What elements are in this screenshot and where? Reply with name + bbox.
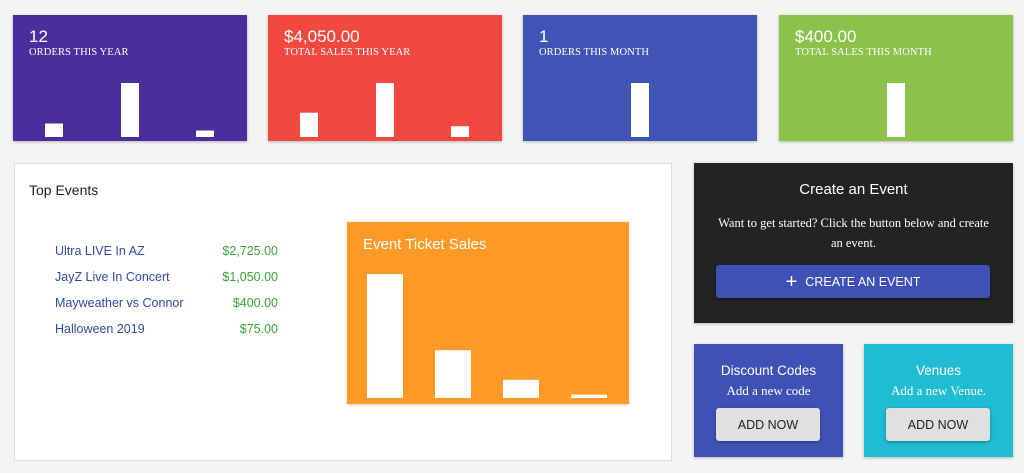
chart-canvas xyxy=(367,274,607,398)
discount-codes-subtitle: Add a new code xyxy=(726,383,811,398)
stat-label: ORDERS THIS MONTH xyxy=(539,47,650,58)
create-event-button[interactable]: + CREATE AN EVENT xyxy=(716,265,990,298)
stat-card-orders-year: 12 ORDERS THIS YEAR xyxy=(13,15,247,141)
event-amount: $2,725.00 xyxy=(222,244,278,258)
mini-bar xyxy=(196,130,214,137)
event-amount: $400.00 xyxy=(232,296,278,310)
event-name-link[interactable]: JayZ Live In Concert xyxy=(55,270,170,284)
create-event-button-label: CREATE AN EVENT xyxy=(805,274,921,289)
mini-bar xyxy=(121,83,139,137)
chart-bar xyxy=(435,350,471,398)
chart-bar xyxy=(503,379,539,398)
venues-card: Venues Add a new Venue. ADD NOW xyxy=(864,344,1013,457)
stat-value: 12 xyxy=(29,27,48,46)
event-name-link[interactable]: Mayweather vs Connor xyxy=(55,296,184,310)
add-discount-code-button[interactable]: ADD NOW xyxy=(716,408,820,441)
stat-label: TOTAL SALES THIS MONTH xyxy=(795,47,932,58)
event-ticket-sales-chart: Event Ticket Sales xyxy=(347,222,629,404)
mini-bar-chart xyxy=(45,83,214,137)
create-event-description: Want to get started? Click the button be… xyxy=(718,216,989,250)
mini-bar-chart xyxy=(887,83,905,137)
stat-value: $400.00 xyxy=(795,27,857,46)
mini-bar xyxy=(631,83,649,137)
stat-value: $4,050.00 xyxy=(284,27,360,46)
event-row: Mayweather vs Connor $400.00 xyxy=(55,296,278,310)
mini-bar xyxy=(300,112,318,137)
mini-bar xyxy=(376,83,394,137)
event-amount: $1,050.00 xyxy=(222,270,278,284)
discount-codes-card: Discount Codes Add a new code ADD NOW xyxy=(694,344,843,457)
stat-card-sales-year: $4,050.00 TOTAL SALES THIS YEAR xyxy=(268,15,502,141)
venues-subtitle: Add a new Venue. xyxy=(890,383,987,398)
chart-bar xyxy=(367,274,403,398)
mini-bar xyxy=(451,126,469,137)
event-amount: $75.00 xyxy=(239,322,278,336)
stat-card-orders-month: 1 ORDERS THIS MONTH xyxy=(523,15,757,141)
stat-label: TOTAL SALES THIS YEAR xyxy=(284,47,411,58)
event-row: Ultra LIVE In AZ $2,725.00 xyxy=(55,244,278,258)
create-event-card: Create an Event Want to get started? Cli… xyxy=(694,163,1013,323)
venues-title: Venues xyxy=(915,363,962,378)
stat-label: ORDERS THIS YEAR xyxy=(29,47,129,58)
top-events-panel: Top Events Ultra LIVE In AZ $2,725.00 Ja… xyxy=(14,163,672,461)
event-row: JayZ Live In Concert $1,050.00 xyxy=(55,270,278,284)
chart-title: Event Ticket Sales xyxy=(363,236,487,253)
mini-bar xyxy=(887,83,905,137)
event-name-link[interactable]: Ultra LIVE In AZ xyxy=(55,244,145,258)
add-venue-button[interactable]: ADD NOW xyxy=(886,408,990,441)
event-name-link[interactable]: Halloween 2019 xyxy=(55,322,145,336)
chart-bar xyxy=(571,394,607,398)
mini-bar-chart xyxy=(300,83,469,137)
discount-codes-title: Discount Codes xyxy=(720,363,817,378)
mini-bar-chart xyxy=(631,83,649,137)
mini-bar xyxy=(45,123,63,137)
stat-card-sales-month: $400.00 TOTAL SALES THIS MONTH xyxy=(779,15,1013,141)
event-row: Halloween 2019 $75.00 xyxy=(55,322,278,336)
create-event-title: Create an Event xyxy=(799,181,908,198)
plus-icon: + xyxy=(785,270,798,293)
panel-title: Top Events xyxy=(29,182,99,198)
stat-value: 1 xyxy=(539,27,549,46)
